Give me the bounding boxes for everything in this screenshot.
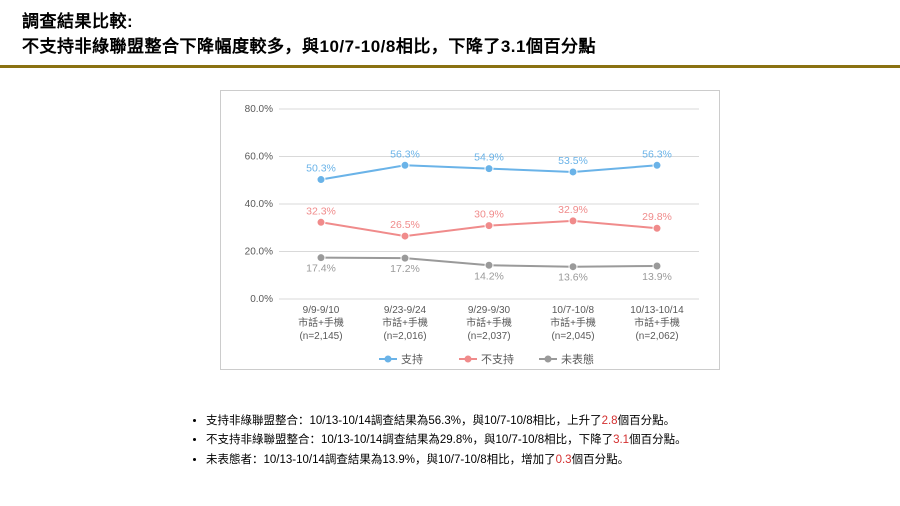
series-marker <box>401 254 409 262</box>
x-label-date: 10/13-10/14 <box>630 305 684 316</box>
note-item: 未表態者：10/13-10/14調查結果為13.9%，與10/7-10/8相比，… <box>206 451 687 471</box>
series-marker <box>485 165 493 173</box>
line-chart: 0.0%20.0%40.0%60.0%80.0%9/9-9/10市話+手機(n=… <box>221 91 719 369</box>
series-marker <box>653 224 661 232</box>
data-label: 32.9% <box>558 204 588 216</box>
series-marker <box>569 168 577 176</box>
x-label-n: (n=2,037) <box>467 331 510 342</box>
note-item: 支持非綠聯盟整合：10/13-10/14調查結果為56.3%，與10/7-10/… <box>206 412 687 432</box>
legend-label: 不支持 <box>481 352 514 366</box>
note-suffix: 個百分點。 <box>572 454 630 466</box>
data-label: 56.3% <box>642 148 672 160</box>
note-suffix: 個百分點。 <box>629 434 687 446</box>
note-item: 不支持非綠聯盟整合：10/13-10/14調查結果為29.8%，與10/7-10… <box>206 431 687 451</box>
note-emphasis: 3.1 <box>613 434 629 446</box>
x-label-n: (n=2,045) <box>551 331 594 342</box>
data-label: 17.2% <box>390 263 420 275</box>
data-label: 54.9% <box>474 152 504 164</box>
note-prefix: 未表態者：10/13-10/14調查結果為13.9%，與10/7-10/8相比，… <box>206 454 556 466</box>
chart-frame: 0.0%20.0%40.0%60.0%80.0%9/9-9/10市話+手機(n=… <box>220 90 720 370</box>
x-label-method: 市話+手機 <box>634 316 680 329</box>
data-label: 29.8% <box>642 211 672 223</box>
x-label-method: 市話+手機 <box>550 316 596 329</box>
legend-swatch-dot <box>465 356 472 363</box>
note-prefix: 不支持非綠聯盟整合：10/13-10/14調查結果為29.8%，與10/7-10… <box>206 434 613 446</box>
x-label-date: 9/9-9/10 <box>303 305 340 316</box>
series-marker <box>653 262 661 270</box>
note-emphasis: 2.8 <box>602 415 618 427</box>
data-label: 17.4% <box>306 263 336 275</box>
title-line-2: 不支持非綠聯盟整合下降幅度較多，與10/7-10/8相比，下降了3.1個百分點 <box>22 35 596 60</box>
series-marker <box>653 161 661 169</box>
x-label-method: 市話+手機 <box>298 316 344 329</box>
x-label-method: 市話+手機 <box>466 316 512 329</box>
data-label: 56.3% <box>390 148 420 160</box>
data-label: 26.5% <box>390 219 420 231</box>
legend-swatch-dot <box>385 356 392 363</box>
note-prefix: 支持非綠聯盟整合：10/13-10/14調查結果為56.3%，與10/7-10/… <box>206 415 602 427</box>
note-emphasis: 0.3 <box>556 454 572 466</box>
x-label-date: 9/29-9/30 <box>468 305 511 316</box>
x-label-date: 9/23-9/24 <box>384 305 427 316</box>
series-marker <box>485 261 493 269</box>
data-label: 14.2% <box>474 270 504 282</box>
note-suffix: 個百分點。 <box>618 415 676 427</box>
x-label-n: (n=2,016) <box>383 331 426 342</box>
accent-bar <box>0 65 900 68</box>
x-label-n: (n=2,145) <box>299 331 342 342</box>
series-marker <box>569 217 577 225</box>
x-label-date: 10/7-10/8 <box>552 305 595 316</box>
y-tick-label: 60.0% <box>245 152 273 163</box>
series-marker <box>569 263 577 271</box>
series-marker <box>401 232 409 240</box>
data-label: 50.3% <box>306 163 336 175</box>
x-label-method: 市話+手機 <box>382 316 428 329</box>
y-tick-label: 80.0% <box>245 104 273 115</box>
data-label: 13.6% <box>558 272 588 284</box>
title-block: 調查結果比較: 不支持非綠聯盟整合下降幅度較多，與10/7-10/8相比，下降了… <box>22 10 596 59</box>
series-marker <box>317 176 325 184</box>
y-tick-label: 40.0% <box>245 199 273 210</box>
y-tick-label: 0.0% <box>250 294 273 305</box>
y-tick-label: 20.0% <box>245 247 273 258</box>
series-marker <box>485 222 493 230</box>
slide-root: 調查結果比較: 不支持非綠聯盟整合下降幅度較多，與10/7-10/8相比，下降了… <box>0 0 900 506</box>
notes-list: 支持非綠聯盟整合：10/13-10/14調查結果為56.3%，與10/7-10/… <box>148 412 687 471</box>
legend-label: 未表態 <box>561 352 594 366</box>
data-label: 32.3% <box>306 205 336 217</box>
series-marker <box>401 161 409 169</box>
data-label: 13.9% <box>642 271 672 283</box>
series-marker <box>317 254 325 262</box>
legend-label: 支持 <box>401 352 423 366</box>
title-line-1: 調查結果比較: <box>22 10 596 35</box>
data-label: 30.9% <box>474 209 504 221</box>
data-label: 53.5% <box>558 155 588 167</box>
series-marker <box>317 218 325 226</box>
legend-swatch-dot <box>545 356 552 363</box>
x-label-n: (n=2,062) <box>635 331 678 342</box>
